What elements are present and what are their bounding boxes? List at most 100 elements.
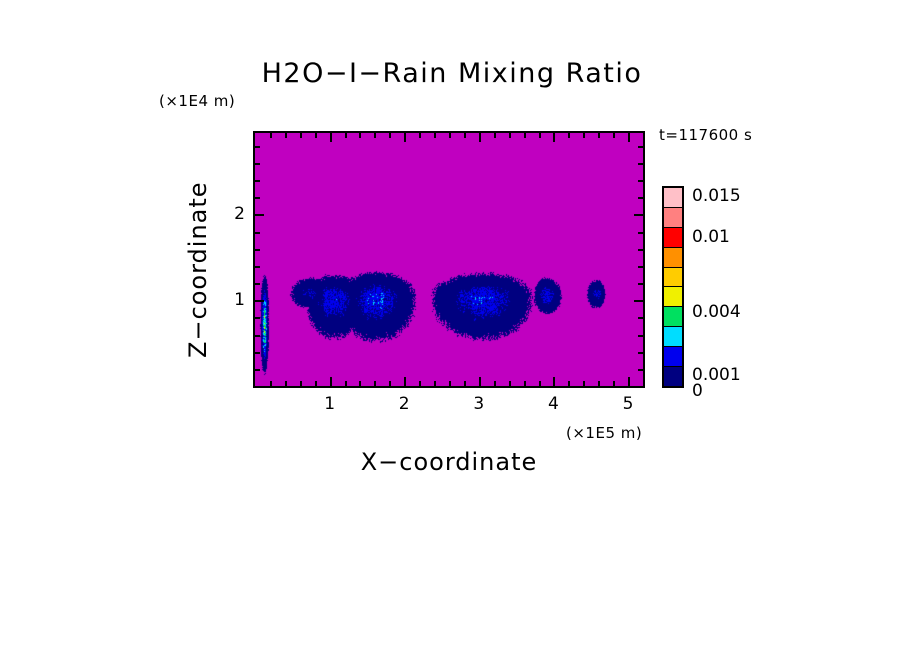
x-tick-top xyxy=(285,133,287,138)
x-axis-unit-label: (×1E5 m) xyxy=(566,424,643,442)
x-tick-top xyxy=(553,133,555,142)
x-tick-top xyxy=(539,133,541,138)
y-tick-right xyxy=(638,180,643,182)
x-tick xyxy=(389,381,391,386)
page-title: H2O−I−Rain Mixing Ratio xyxy=(261,58,643,89)
colorbar-band-orange xyxy=(664,246,682,267)
x-tick xyxy=(583,381,585,386)
y-tick xyxy=(255,214,264,216)
x-tick xyxy=(494,381,496,386)
y-tick-right xyxy=(638,369,643,371)
colorbar-band-green xyxy=(664,306,682,327)
x-tick xyxy=(509,381,511,386)
y-tick-right xyxy=(638,317,643,319)
x-tick xyxy=(270,381,272,386)
x-tick-top xyxy=(345,133,347,138)
x-tick xyxy=(419,381,421,386)
y-tick xyxy=(255,180,260,182)
x-tick xyxy=(315,381,317,386)
x-tick-top xyxy=(494,133,496,138)
y-ticklabel: 1 xyxy=(234,290,245,311)
time-annotation: t=117600 s xyxy=(659,126,753,144)
x-tick xyxy=(464,381,466,386)
colorbar-label: 0.001 xyxy=(692,365,741,385)
y-tick xyxy=(255,369,260,371)
colorbar-band-red xyxy=(664,226,682,247)
y-tick xyxy=(255,352,260,354)
colorbar-band-cyan xyxy=(664,326,682,347)
x-ticklabel: 4 xyxy=(548,394,559,414)
x-ticklabel: 1 xyxy=(324,394,336,414)
x-tick xyxy=(539,381,541,386)
colorbar-band-yellow xyxy=(664,286,682,307)
x-tick-top xyxy=(524,133,526,138)
colorbar-band-salmon xyxy=(664,206,682,227)
colorbar-label: 0.004 xyxy=(692,302,741,322)
colorbar-band-pink xyxy=(664,187,682,207)
x-tick-top xyxy=(434,133,436,138)
x-tick-top xyxy=(389,133,391,138)
x-tick xyxy=(330,377,332,386)
y-tick-right xyxy=(638,283,643,285)
x-tick xyxy=(613,381,615,386)
x-ticklabel: 5 xyxy=(622,394,634,414)
x-tick xyxy=(374,381,376,386)
x-tick xyxy=(524,381,526,386)
colorbar-band-blue xyxy=(664,346,682,367)
x-tick-top xyxy=(315,133,317,138)
y-tick xyxy=(255,300,264,302)
x-tick-top xyxy=(270,133,272,138)
x-tick xyxy=(628,377,630,386)
y-tick xyxy=(255,283,260,285)
heatmap-canvas xyxy=(255,133,643,386)
x-tick xyxy=(479,377,481,386)
y-tick-right xyxy=(634,300,643,302)
y-tick xyxy=(255,249,260,251)
y-tick xyxy=(255,317,260,319)
y-tick-right xyxy=(638,197,643,199)
x-tick xyxy=(553,377,555,386)
y-tick xyxy=(255,163,260,165)
y-tick-right xyxy=(638,146,643,148)
y-tick-right xyxy=(638,249,643,251)
x-tick-top xyxy=(449,133,451,138)
y-tick xyxy=(255,146,260,148)
x-ticklabel: 3 xyxy=(473,394,485,414)
y-tick-right xyxy=(638,266,643,268)
colorbar-band-navy xyxy=(664,366,682,386)
colorbar-label: 0.015 xyxy=(692,186,741,206)
x-tick xyxy=(568,381,570,386)
x-tick xyxy=(404,377,406,386)
x-tick xyxy=(300,381,302,386)
colorbar-label: 0.01 xyxy=(692,227,730,247)
y-ticklabel: 2 xyxy=(234,204,245,225)
y-tick-right xyxy=(638,163,643,165)
y-tick xyxy=(255,197,260,199)
y-tick xyxy=(255,335,260,337)
x-tick-top xyxy=(479,133,481,142)
x-axis-title: X−coordinate xyxy=(360,448,538,476)
x-tick-top xyxy=(330,133,332,142)
y-tick xyxy=(255,266,260,268)
x-tick-top xyxy=(300,133,302,138)
x-tick-top xyxy=(404,133,406,142)
x-tick xyxy=(345,381,347,386)
x-tick-top xyxy=(509,133,511,138)
x-tick xyxy=(359,381,361,386)
x-tick-top xyxy=(359,133,361,138)
colorbar-label: 0 xyxy=(692,381,703,401)
colorbar xyxy=(662,186,684,388)
x-tick xyxy=(285,381,287,386)
y-tick xyxy=(255,232,260,234)
plot-area xyxy=(253,131,645,388)
colorbar-band-gold xyxy=(664,266,682,287)
x-tick-top xyxy=(628,133,630,142)
x-tick-top xyxy=(598,133,600,138)
x-tick-top xyxy=(583,133,585,138)
x-tick-top xyxy=(419,133,421,138)
y-tick-right xyxy=(638,335,643,337)
x-tick-top xyxy=(613,133,615,138)
x-tick xyxy=(598,381,600,386)
x-ticklabel: 2 xyxy=(398,394,410,414)
y-tick-right xyxy=(638,232,643,234)
